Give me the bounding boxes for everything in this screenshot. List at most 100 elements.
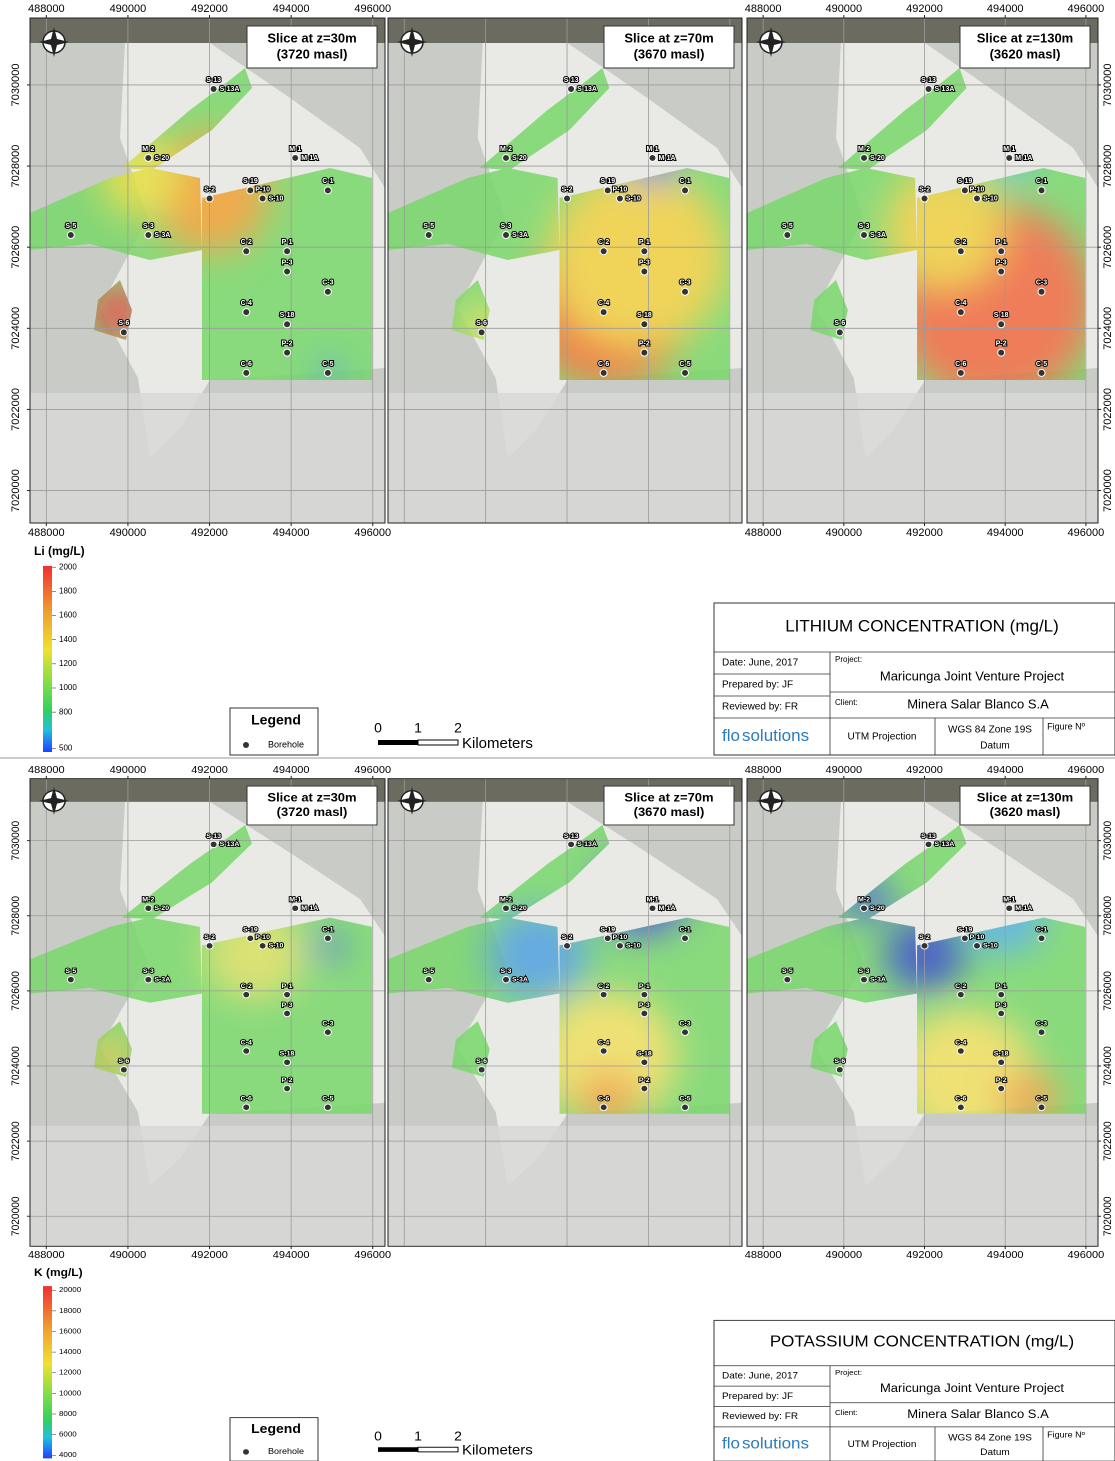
y-tick-label: 7026000 [10, 226, 22, 269]
borehole-label: C-6 [241, 1096, 253, 1103]
borehole-label: P-1 [639, 239, 650, 246]
hotspot [88, 1036, 132, 1077]
borehole [283, 247, 292, 256]
borehole-label: S-2 [204, 934, 215, 941]
figure-title: POTASSIUM CONCENTRATION (mg/L) [770, 1333, 1074, 1350]
y-tick-label: 7026000 [1102, 226, 1114, 269]
borehole-label: S-3 [501, 968, 512, 975]
borehole-label: S-6 [118, 1058, 129, 1065]
borehole-label: C-1 [322, 927, 334, 934]
borehole [599, 308, 608, 317]
map-panel: S-13S-13AM-2S-20M-1M-1AS-2S-19P-10S-10C-… [30, 18, 385, 523]
borehole-label: S-13 [564, 833, 579, 840]
datum-label: Datum [980, 741, 1009, 752]
borehole [599, 1103, 608, 1112]
borehole [205, 942, 214, 950]
borehole [119, 1066, 128, 1074]
borehole [502, 231, 510, 240]
borehole-label: P-2 [996, 340, 1007, 347]
legend-item: Borehole [268, 739, 304, 749]
borehole [477, 1066, 486, 1074]
borehole-label: M-1A [1015, 155, 1032, 162]
colorbar-tick-label: 6000 [59, 1430, 77, 1439]
borehole-label: P-10 [970, 186, 985, 193]
borehole-label: C-5 [322, 1096, 334, 1103]
borehole-label: C-1 [322, 178, 333, 185]
borehole-label: C-2 [598, 239, 609, 246]
borehole-label: S-6 [834, 1058, 845, 1065]
colorbar-title: K (mg/L) [34, 1267, 83, 1279]
borehole [246, 934, 255, 943]
colorbar-tick-label: 16000 [59, 1327, 81, 1336]
x-tick-label: 496000 [1068, 3, 1105, 15]
borehole-label: C-2 [955, 239, 966, 246]
colorbar [43, 566, 52, 752]
client: Minera Salar Blanco S.A [907, 696, 1049, 711]
borehole-label: C-4 [241, 300, 252, 307]
borehole-label: C-5 [1036, 361, 1047, 368]
colorbar-tick-label: 12000 [59, 1368, 81, 1377]
slice-label: Slice at z=70m [624, 30, 713, 45]
borehole-label: S-10 [626, 195, 641, 202]
borehole [640, 247, 649, 256]
borehole [242, 1103, 251, 1112]
x-tick-label: 494000 [987, 764, 1024, 776]
borehole [66, 975, 75, 984]
borehole-label: S-3A [154, 977, 170, 984]
borehole-label: S-2 [919, 934, 930, 941]
borehole-label: P-1 [996, 983, 1007, 990]
borehole-label: S-2 [562, 186, 573, 193]
borehole-label: S-13A [220, 841, 240, 848]
colorbar-tick-label: 1800 [59, 586, 77, 595]
borehole [323, 934, 332, 943]
borehole [681, 368, 690, 377]
y-tick-label: 7030000 [10, 64, 22, 107]
borehole-label: S-18 [280, 1051, 295, 1058]
x-tick-label: 494000 [273, 764, 310, 776]
hotspot [998, 1070, 1059, 1114]
borehole [205, 194, 214, 203]
map-panel: S-13S-13AM-2S-20M-1M-1AS-2S-19P-10S-10C-… [388, 778, 742, 1247]
borehole-label: S-2 [562, 934, 573, 941]
borehole [997, 1058, 1006, 1066]
borehole [956, 308, 965, 317]
x-tick-label: 496000 [1068, 1250, 1105, 1262]
borehole [283, 990, 292, 999]
borehole-label: S-2 [919, 186, 930, 193]
borehole-label: P-10 [613, 186, 628, 193]
x-tick-label: 492000 [191, 764, 228, 776]
slice-label: Slice at z=130m [977, 30, 1073, 45]
borehole [681, 934, 690, 943]
x-tick-label: 490000 [825, 1250, 862, 1262]
panel-frame [29, 17, 386, 524]
borehole-label: S-5 [423, 968, 434, 975]
borehole [209, 84, 218, 93]
y-tick-label: 7030000 [1102, 821, 1114, 861]
borehole [640, 1009, 649, 1018]
borehole-label: P-1 [996, 239, 1007, 246]
borehole-label: S-6 [834, 320, 845, 327]
x-tick-label: 488000 [745, 527, 782, 539]
borehole [323, 1103, 332, 1112]
borehole [1037, 287, 1046, 296]
borehole [783, 975, 792, 984]
north-arrow-star [756, 27, 786, 57]
x-tick-label: 490000 [110, 764, 147, 776]
borehole-label: S-20 [870, 155, 885, 162]
borehole-label: S-20 [512, 905, 527, 912]
borehole-label: M-2 [858, 897, 870, 904]
borehole [615, 194, 624, 203]
borehole [860, 904, 868, 912]
y-tick-label: 7026000 [1102, 971, 1114, 1011]
scalebar-black [378, 740, 418, 745]
borehole-label: S-6 [476, 320, 487, 327]
borehole [283, 1009, 292, 1018]
x-tick-label: 492000 [906, 1250, 943, 1262]
borehole [291, 153, 300, 162]
y-tick-label: 7022000 [1102, 388, 1114, 431]
slice-elevation: (3620 masl) [990, 46, 1061, 61]
colorbar-tick-label: 1600 [59, 611, 77, 620]
borehole-label: P-3 [282, 1002, 293, 1009]
borehole-label: S-5 [782, 968, 793, 975]
